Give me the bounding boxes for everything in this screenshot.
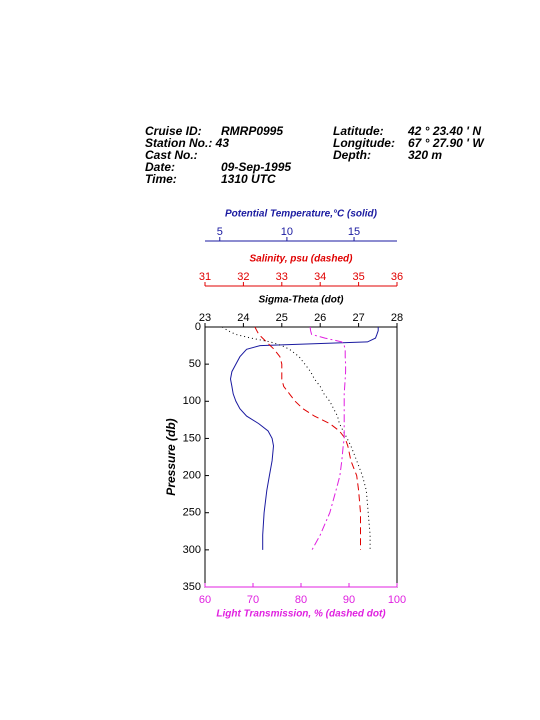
x-tick-label: 36 bbox=[391, 271, 403, 283]
x-tick-label: 32 bbox=[237, 271, 249, 283]
profile-line bbox=[229, 327, 379, 550]
header-text: 320 m bbox=[408, 148, 442, 162]
x-axis-label: Potential Temperature,°C (solid) bbox=[225, 209, 378, 220]
header-text: 67 ° 27.90 ' W bbox=[408, 136, 485, 150]
plot-frame bbox=[204, 326, 398, 588]
x-tick-label: 23 bbox=[199, 312, 211, 324]
header-text: 09-Sep-1995 bbox=[221, 160, 291, 174]
x-axis-label: Salinity, psu (dashed) bbox=[250, 254, 354, 265]
x-tick-label: 25 bbox=[276, 312, 288, 324]
x-tick-label: 60 bbox=[199, 594, 211, 606]
x-axis-label: Sigma-Theta (dot) bbox=[259, 295, 345, 306]
x-tick-label: 80 bbox=[295, 594, 307, 606]
x-tick-label: 33 bbox=[276, 271, 288, 283]
header-text: Cruise ID: bbox=[145, 124, 202, 138]
header-text: RMRP0995 bbox=[221, 124, 283, 138]
x-tick-label: 100 bbox=[388, 594, 406, 606]
header-text: Longitude: bbox=[333, 136, 395, 150]
header-text: Latitude: bbox=[333, 124, 384, 138]
header-text: Cast No.: bbox=[145, 148, 198, 162]
y-tick-label: 100 bbox=[183, 395, 201, 407]
x-tick-label: 28 bbox=[391, 312, 403, 324]
header-text: Station No.: 43 bbox=[145, 136, 229, 150]
y-tick-label: 350 bbox=[183, 581, 201, 593]
x-tick-label: 70 bbox=[247, 594, 259, 606]
profile-line bbox=[309, 326, 347, 551]
header-text: 42 ° 23.40 ' N bbox=[407, 124, 481, 138]
y-tick-label: 300 bbox=[183, 544, 201, 556]
x-tick-label: 15 bbox=[348, 226, 360, 238]
header-text: 1310 UTC bbox=[221, 172, 276, 186]
x-tick-label: 5 bbox=[217, 226, 223, 238]
profile-line bbox=[254, 326, 361, 550]
x-tick-label: 10 bbox=[281, 226, 293, 238]
x-tick-label: 34 bbox=[314, 271, 326, 283]
x-tick-label: 24 bbox=[237, 312, 249, 324]
header-text: Date: bbox=[145, 160, 175, 174]
y-tick-label: 250 bbox=[183, 507, 201, 519]
y-tick-label: 200 bbox=[183, 469, 201, 481]
profile-line bbox=[222, 326, 371, 550]
x-axis-label: Light Transmission, % (dashed dot) bbox=[216, 609, 386, 620]
y-tick-label: 150 bbox=[183, 432, 201, 444]
x-tick-label: 35 bbox=[352, 271, 364, 283]
x-tick-label: 31 bbox=[199, 271, 211, 283]
y-tick-label: 0 bbox=[195, 321, 201, 333]
x-tick-label: 90 bbox=[343, 594, 355, 606]
y-tick-label: 50 bbox=[189, 358, 201, 370]
header-text: Depth: bbox=[333, 148, 371, 162]
y-axis-label: Pressure (db) bbox=[164, 418, 178, 495]
header-text: Time: bbox=[145, 172, 177, 186]
x-tick-label: 27 bbox=[352, 312, 364, 324]
x-tick-label: 26 bbox=[314, 312, 326, 324]
